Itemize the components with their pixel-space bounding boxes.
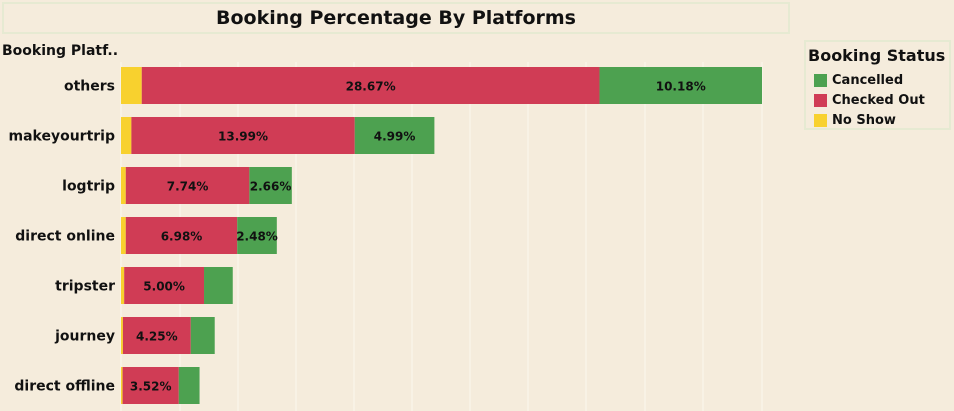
legend: Booking Status Cancelled Checked Out No … [804,40,951,130]
data-label-checked-out: 13.99% [218,130,268,144]
bar-checked-out [122,317,191,354]
category-label: journey [54,329,115,345]
bar-cancelled [237,217,277,254]
data-label-checked-out: 5.00% [143,280,185,294]
bar-checked-out [124,267,205,304]
legend-swatch-checked-out [814,94,827,107]
data-label-checked-out: 6.98% [161,230,203,244]
bar-no-show [121,317,123,354]
bar-no-show [121,367,123,404]
bar-cancelled [190,317,215,354]
bar-checked-out [122,367,179,404]
bar-no-show [121,167,126,204]
legend-label-no-show: No Show [832,113,896,128]
legend-swatch-cancelled [814,74,827,87]
data-label-cancelled: 2.48% [236,230,278,244]
bar-no-show [121,67,142,104]
data-label-checked-out: 7.74% [167,180,209,194]
bar-checked-out [125,167,250,204]
data-label-checked-out: 3.52% [130,380,172,394]
category-label: makeyourtrip [9,129,116,145]
legend-label-cancelled: Cancelled [832,73,904,88]
bar-checked-out [131,117,355,154]
category-label: direct online [15,229,115,245]
bar-no-show [121,267,125,304]
category-label: tripster [55,279,115,295]
category-label: logtrip [62,179,115,195]
bar-cancelled [599,67,762,104]
legend-title: Booking Status [808,46,946,65]
category-label: others [64,79,115,95]
data-label-cancelled: 2.66% [250,180,292,194]
chart-title-box: Booking Percentage By Platforms [2,2,790,34]
y-axis-header: Booking Platf.. [2,43,119,59]
bar-cancelled [178,367,200,404]
legend-swatch-no-show [814,114,827,127]
legend-label-checked-out: Checked Out [832,93,925,108]
bar-cancelled [204,267,233,304]
data-label-checked-out: 28.67% [346,80,396,94]
data-label-cancelled: 10.18% [656,80,706,94]
data-label-cancelled: 4.99% [374,130,416,144]
bar-checked-out [141,67,600,104]
category-label: direct offline [14,379,115,395]
bar-no-show [121,117,132,154]
bar-checked-out [125,217,238,254]
data-label-checked-out: 4.25% [136,330,178,344]
bar-cancelled [249,167,292,204]
bar-no-show [121,217,126,254]
bar-cancelled [354,117,435,154]
chart-title: Booking Percentage By Platforms [216,7,576,29]
